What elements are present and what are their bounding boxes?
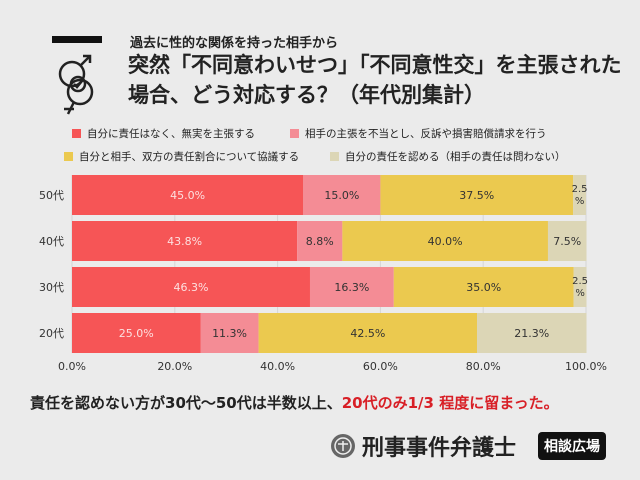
- legend-label: 自分の責任を認める（相手の責任は問わない）: [345, 151, 566, 163]
- data-label: %: [575, 196, 585, 207]
- chart-title: 突然「不同意わいせつ」「不同意性交」を主張された場合、どう対応する？（年代別集計…: [128, 53, 622, 107]
- y-tick-label: 20代: [39, 327, 64, 340]
- data-label: 15.0%: [324, 189, 359, 202]
- data-label: 25.0%: [119, 327, 154, 340]
- legend-item: 自分に責任はなく、無実を主張する: [72, 126, 255, 141]
- legend-swatch: [330, 152, 339, 161]
- data-label: 42.5%: [350, 327, 385, 340]
- data-label: 8.8%: [306, 235, 334, 248]
- summary-note: 責任を認めない方が30代〜50代は半数以上、20代のみ1/3 程度に留まった。: [30, 392, 559, 413]
- bar-segment: [342, 221, 548, 261]
- data-label: 40.0%: [428, 235, 463, 248]
- subtitle: 過去に性的な関係を持った相手から: [130, 36, 339, 51]
- data-label: 37.5%: [459, 189, 494, 202]
- bar-segment: [72, 267, 310, 307]
- legend-item: 相手の主張を不当とし、反訴や損害賠償請求を行う: [290, 126, 547, 141]
- data-label: 2.5: [572, 184, 588, 195]
- scales-emblem-icon: [331, 434, 355, 458]
- brand-badge: 相談広場: [538, 432, 606, 460]
- y-tick-label: 30代: [39, 281, 64, 294]
- x-tick-label: 0.0%: [58, 360, 86, 373]
- note-highlight: 20代のみ1/3 程度に留まった。: [341, 394, 559, 412]
- legend-swatch: [290, 129, 299, 138]
- x-tick-label: 60.0%: [363, 360, 398, 373]
- data-label: 46.3%: [174, 281, 209, 294]
- note-text: 責任を認めない方が30代〜50代は半数以上、: [30, 394, 342, 412]
- bar-segment: [573, 267, 587, 307]
- legend-item: 自分の責任を認める（相手の責任は問わない）: [330, 149, 566, 164]
- bar-segment: [72, 175, 304, 215]
- data-label: %: [575, 288, 585, 299]
- x-tick-label: 40.0%: [260, 360, 295, 373]
- bar-segment: [393, 267, 574, 307]
- data-label: 21.3%: [514, 327, 549, 340]
- y-tick-label: 40代: [39, 235, 64, 248]
- decorative-bar: [52, 36, 102, 43]
- data-label: 11.3%: [212, 327, 247, 340]
- legend-item: 自分と相手、双方の責任割合について協議する: [64, 149, 299, 164]
- legend-label: 相手の主張を不当とし、反訴や損害賠償請求を行う: [305, 128, 547, 140]
- brand-name: 刑事事件弁護士: [362, 436, 517, 461]
- bar-segment: [200, 313, 259, 353]
- legend-label: 自分と相手、双方の責任割合について協議する: [79, 151, 300, 163]
- bar-segment: [303, 175, 381, 215]
- bar-segment: [547, 221, 587, 261]
- legend-swatch: [64, 152, 73, 161]
- brand-logo: 刑事事件弁護士: [330, 430, 516, 462]
- data-label: 7.5%: [553, 235, 581, 248]
- data-label: 43.8%: [167, 235, 202, 248]
- bar-segment: [72, 221, 298, 261]
- data-label: 35.0%: [466, 281, 501, 294]
- y-tick-label: 50代: [39, 189, 64, 202]
- data-label: 2.5: [572, 276, 588, 287]
- x-tick-label: 20.0%: [157, 360, 192, 373]
- bar-segment: [72, 313, 201, 353]
- data-label: 45.0%: [170, 189, 205, 202]
- bar-segment: [380, 175, 574, 215]
- bar-segment: [573, 175, 586, 215]
- x-tick-label: 80.0%: [466, 360, 501, 373]
- bar-segment: [258, 313, 478, 353]
- legend-label: 自分に責任はなく、無実を主張する: [87, 128, 255, 140]
- bar-segment: [309, 267, 394, 307]
- data-label: 16.3%: [334, 281, 369, 294]
- gender-symbols-check-icon: [58, 54, 94, 115]
- legend-swatch: [72, 129, 81, 138]
- x-tick-label: 100.0%: [565, 360, 607, 373]
- bar-segment: [477, 313, 587, 353]
- bar-segment: [297, 221, 343, 261]
